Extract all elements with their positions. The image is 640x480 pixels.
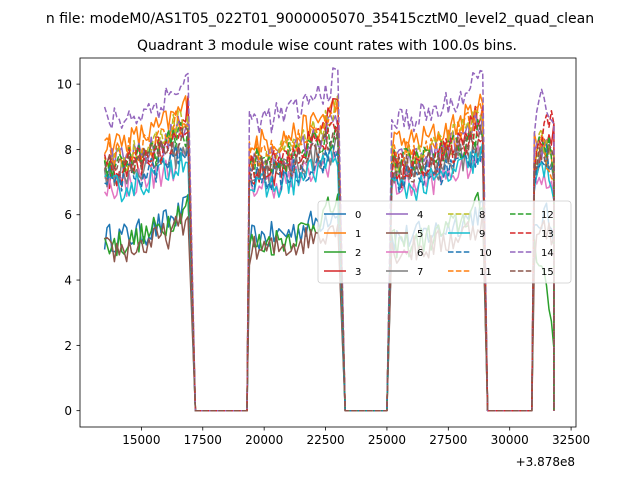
x-tick-label: 15000 bbox=[122, 433, 160, 447]
x-axis: 15000 17500 20000 22500 25000 27500 30000 32500 bbox=[122, 427, 590, 447]
legend-label-3: 3 bbox=[355, 267, 361, 278]
y-tick-label: 6 bbox=[64, 208, 72, 222]
legend-label-6: 6 bbox=[417, 248, 423, 259]
series-line-1 bbox=[103, 93, 555, 412]
series-line-14 bbox=[103, 67, 555, 412]
legend-box bbox=[317, 200, 572, 284]
y-tick-label: 4 bbox=[64, 274, 72, 288]
legend-label-13: 13 bbox=[541, 229, 554, 240]
series-line-15 bbox=[103, 124, 555, 412]
y-tick-label: 8 bbox=[64, 143, 72, 157]
y-axis: 0 2 4 6 8 10 bbox=[57, 78, 80, 418]
x-tick-label: 22500 bbox=[306, 433, 344, 447]
series-line-10 bbox=[104, 140, 555, 412]
series-line-11 bbox=[104, 101, 555, 412]
legend-label-14: 14 bbox=[541, 248, 554, 259]
legend-label-1: 1 bbox=[355, 229, 361, 240]
axes-frame bbox=[79, 57, 577, 428]
legend-label-10: 10 bbox=[479, 248, 492, 259]
y-tick-label: 0 bbox=[64, 404, 72, 418]
legend-label-8: 8 bbox=[479, 210, 485, 221]
series-line-8 bbox=[103, 95, 555, 412]
series-line-13 bbox=[103, 109, 555, 412]
legend-label-12: 12 bbox=[541, 210, 554, 221]
legend-label-7: 7 bbox=[417, 267, 423, 278]
x-offset-label: +3.878e8 bbox=[516, 455, 575, 469]
x-tick-label: 27500 bbox=[429, 433, 467, 447]
x-tick-label: 25000 bbox=[368, 433, 406, 447]
legend-label-9: 9 bbox=[479, 229, 485, 240]
x-tick-label: 30000 bbox=[491, 433, 529, 447]
y-tick-label: 2 bbox=[64, 339, 72, 353]
legend-label-15: 15 bbox=[541, 267, 554, 278]
suptitle: n file: modeM0/AS1T05_022T01_9000005070_… bbox=[46, 11, 594, 27]
x-tick-label: 20000 bbox=[245, 433, 283, 447]
legend-label-5: 5 bbox=[417, 229, 423, 240]
legend-label-0: 0 bbox=[355, 210, 361, 221]
plot-area bbox=[79, 57, 577, 428]
legend-label-4: 4 bbox=[417, 210, 423, 221]
x-tick-label: 17500 bbox=[184, 433, 222, 447]
legend-label-2: 2 bbox=[355, 248, 361, 259]
x-tick-label: 32500 bbox=[552, 433, 590, 447]
legend-label-11: 11 bbox=[479, 267, 492, 278]
y-tick-label: 10 bbox=[57, 78, 72, 92]
series-line-6 bbox=[103, 144, 555, 412]
chart-title: Quadrant 3 module wise count rates with … bbox=[137, 38, 517, 54]
